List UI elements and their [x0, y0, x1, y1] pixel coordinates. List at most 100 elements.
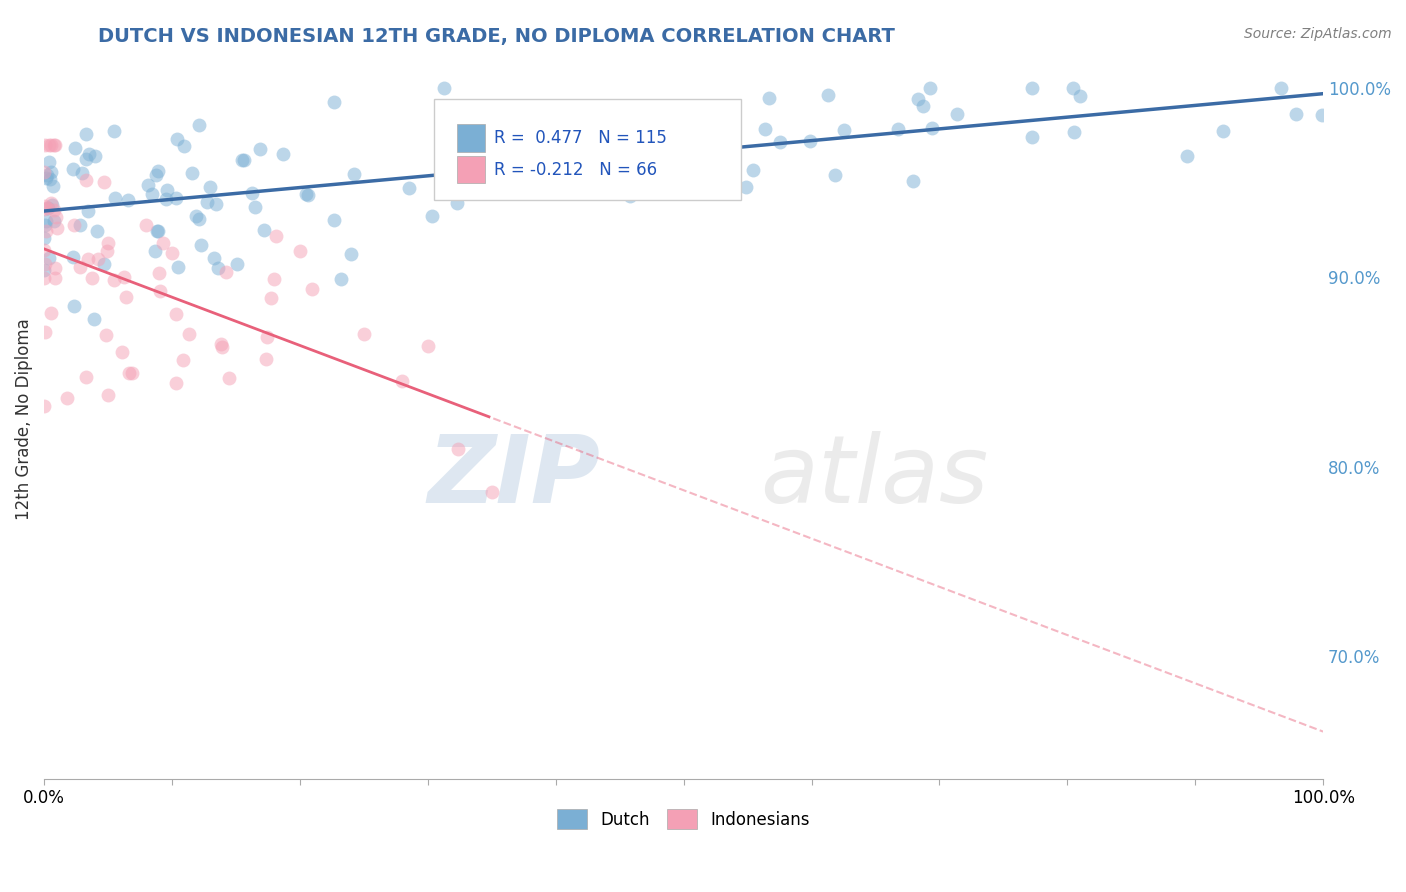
Point: [173, 138, 195, 153]
Point: [323, 213, 346, 227]
Point: [136, 178, 159, 192]
Y-axis label: 12th Grade, No Diploma: 12th Grade, No Diploma: [15, 318, 32, 520]
Point: [166, 131, 188, 145]
Point: [1063, 125, 1085, 139]
Point: [294, 187, 316, 202]
Point: [76, 203, 98, 218]
Point: [606, 164, 628, 178]
Point: [77, 146, 100, 161]
Point: [84, 149, 107, 163]
Point: [323, 95, 346, 109]
Point: [912, 99, 935, 113]
Point: [86, 223, 108, 237]
Point: [817, 88, 839, 103]
Point: [231, 153, 253, 168]
Point: [195, 194, 218, 209]
Point: [39, 165, 62, 179]
Point: [1175, 148, 1198, 162]
Point: [156, 183, 179, 197]
Point: [34, 325, 56, 339]
Point: [695, 123, 717, 137]
Point: [117, 366, 139, 380]
Point: [145, 169, 167, 183]
FancyBboxPatch shape: [457, 124, 485, 152]
Point: [149, 285, 172, 299]
Point: [901, 174, 924, 188]
Point: [447, 442, 470, 456]
Point: [35, 168, 58, 182]
Text: R =  0.477   N = 115: R = 0.477 N = 115: [495, 129, 668, 147]
Point: [39, 306, 62, 320]
Point: [446, 196, 468, 211]
Point: [560, 124, 582, 138]
Point: [56, 391, 79, 405]
Point: [44, 203, 66, 218]
Point: [165, 307, 187, 321]
Point: [190, 237, 212, 252]
Point: [41, 195, 63, 210]
Point: [121, 366, 143, 380]
Point: [93, 257, 115, 271]
Point: [754, 122, 776, 136]
Point: [44, 260, 66, 275]
Point: [165, 191, 187, 205]
Point: [1312, 108, 1334, 122]
Point: [167, 260, 190, 274]
Point: [256, 330, 278, 344]
Point: [35, 170, 58, 185]
Point: [63, 141, 86, 155]
Point: [75, 152, 97, 166]
Point: [353, 326, 375, 341]
Point: [215, 265, 238, 279]
Point: [515, 133, 537, 147]
Point: [152, 235, 174, 250]
Point: [704, 155, 727, 169]
Point: [145, 244, 167, 259]
Point: [184, 209, 207, 223]
Point: [75, 127, 97, 141]
Point: [343, 167, 366, 181]
Point: [240, 186, 263, 200]
Point: [1021, 130, 1043, 145]
Point: [38, 251, 60, 265]
Point: [46, 221, 69, 235]
Point: [205, 197, 228, 211]
Point: [824, 169, 846, 183]
Point: [34, 199, 56, 213]
Legend: Dutch, Indonesians: Dutch, Indonesians: [551, 803, 817, 835]
Point: [945, 106, 967, 120]
Point: [146, 224, 169, 238]
Point: [97, 235, 120, 250]
Point: [1212, 124, 1234, 138]
Point: [834, 123, 856, 137]
Text: Source: ZipAtlas.com: Source: ZipAtlas.com: [1244, 27, 1392, 41]
Point: [301, 283, 323, 297]
Point: [160, 246, 183, 260]
Point: [209, 336, 232, 351]
Point: [32, 244, 55, 258]
Point: [62, 161, 84, 176]
Point: [391, 375, 413, 389]
Point: [1062, 81, 1084, 95]
Point: [1285, 107, 1308, 121]
Point: [416, 339, 439, 353]
Point: [644, 125, 666, 139]
Point: [288, 244, 311, 259]
Point: [103, 124, 125, 138]
Point: [34, 256, 56, 270]
Point: [41, 198, 63, 212]
Point: [741, 163, 763, 178]
Point: [1069, 88, 1091, 103]
Point: [679, 139, 702, 153]
Point: [34, 224, 56, 238]
Point: [177, 326, 200, 341]
Point: [35, 214, 58, 228]
Point: [80, 271, 103, 285]
Point: [32, 271, 55, 285]
Point: [253, 223, 276, 237]
Point: [540, 176, 562, 190]
Point: [32, 399, 55, 413]
Text: atlas: atlas: [761, 432, 988, 523]
Text: DUTCH VS INDONESIAN 12TH GRADE, NO DIPLOMA CORRELATION CHART: DUTCH VS INDONESIAN 12TH GRADE, NO DIPLO…: [98, 27, 896, 45]
Point: [44, 137, 66, 152]
